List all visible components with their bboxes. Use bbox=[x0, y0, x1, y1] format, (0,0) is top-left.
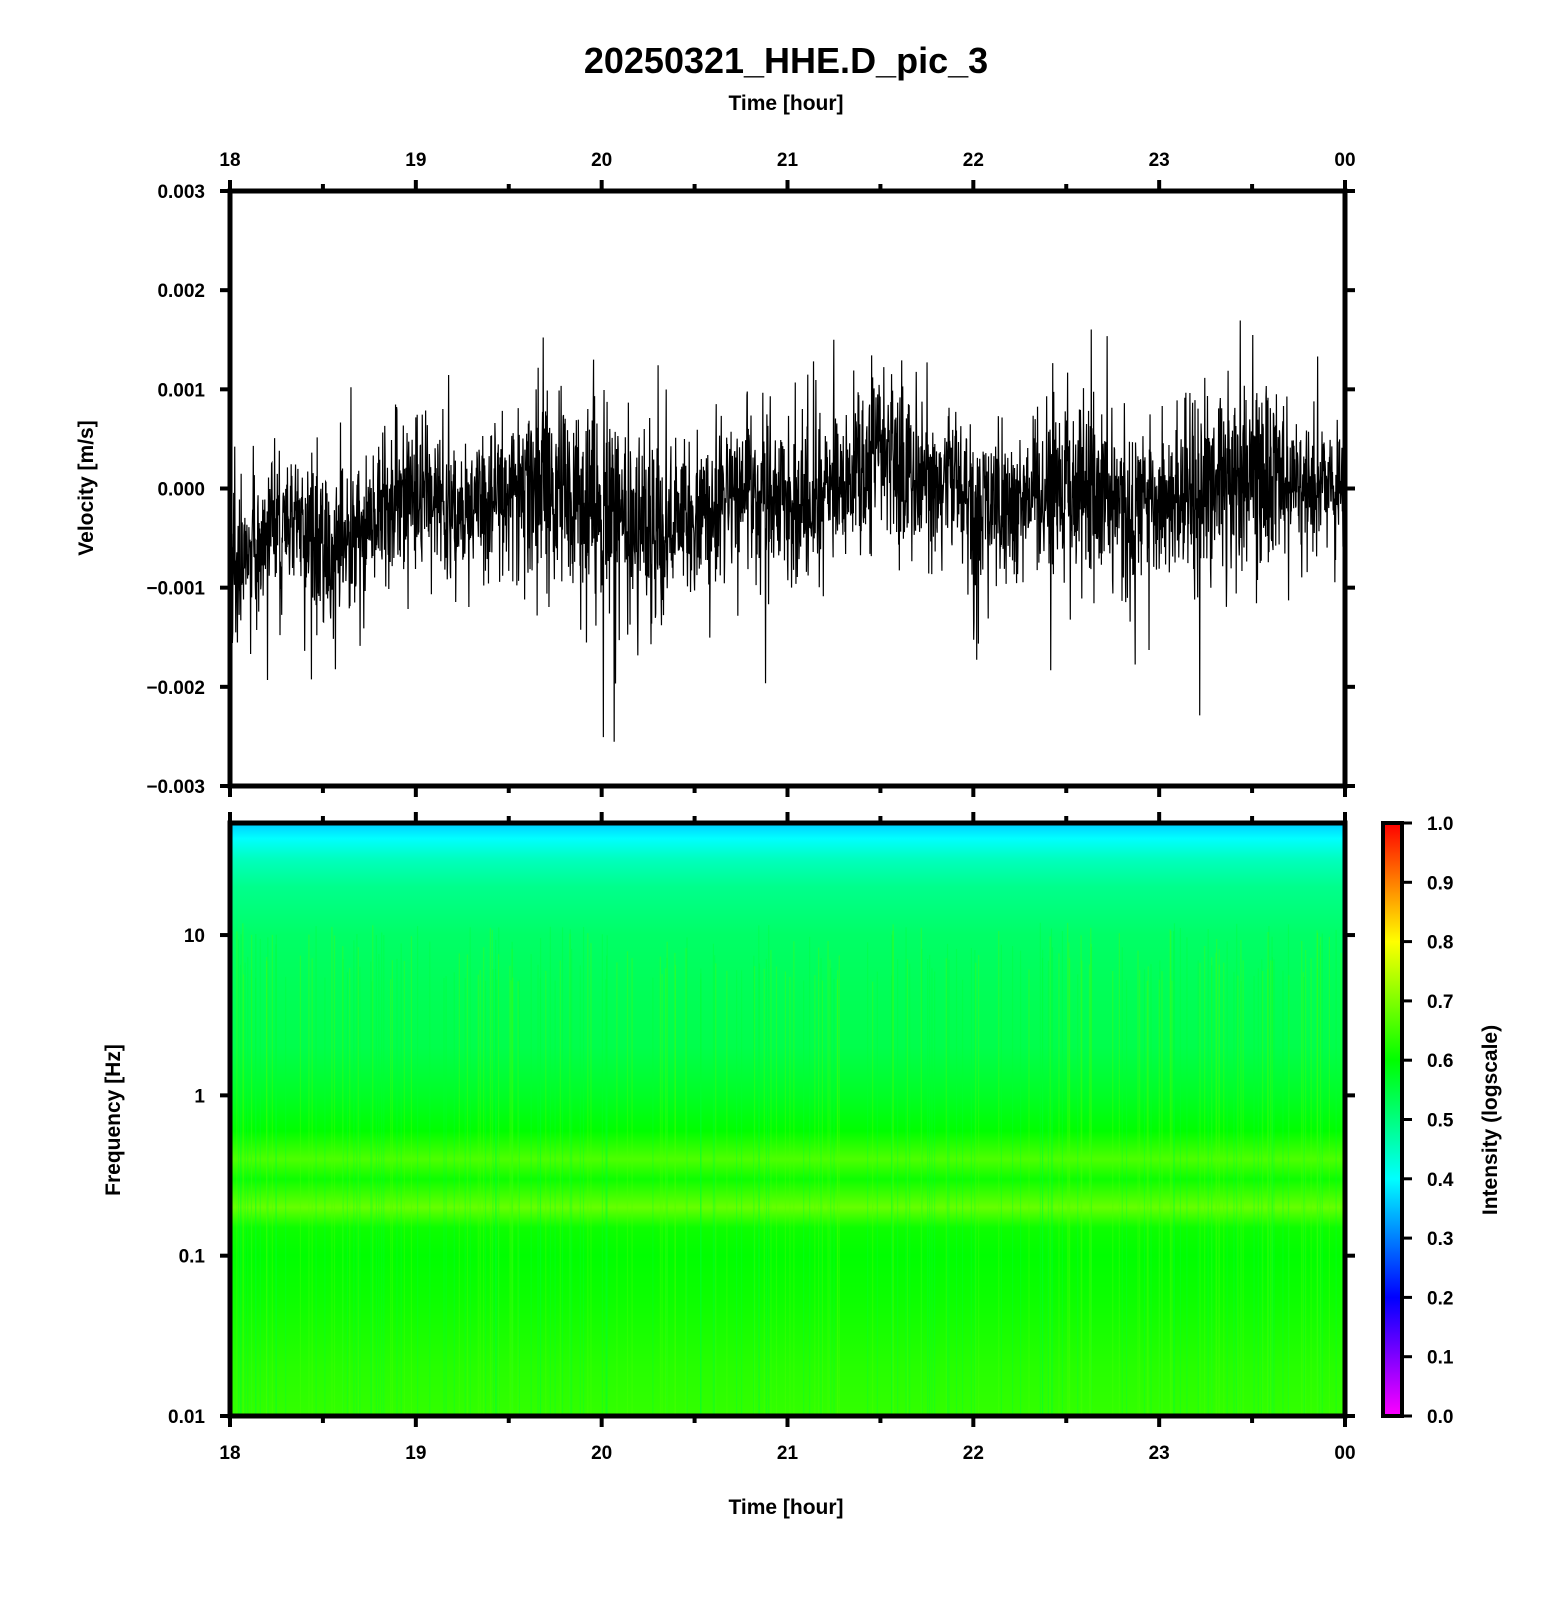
waveform-y-tick-label: 0.000 bbox=[157, 480, 205, 501]
spectrogram-bottom-x-tick-label: 18 bbox=[219, 1443, 240, 1464]
colorbar: 1.0 0.9 0.8 0.7 0.6 0.5 0.4 0.3 0.2 0.1 0.0 Intens… bbox=[1381, 814, 1502, 1428]
waveform-plot-area bbox=[230, 320, 1345, 742]
waveform-y-tick-label: −0.001 bbox=[146, 579, 205, 600]
waveform-series-line bbox=[230, 320, 1345, 742]
colorbar-tick-label: 0.5 bbox=[1427, 1111, 1454, 1132]
spectrogram-y-tick-label: 0.1 bbox=[179, 1247, 206, 1268]
waveform-top-x-tick-label: 00 bbox=[1334, 150, 1355, 171]
waveform-y-tick-label: 0.001 bbox=[157, 380, 205, 401]
spectrogram-plot-area bbox=[230, 823, 1345, 1416]
bottom-x-axis-label: Time [hour] bbox=[728, 1496, 843, 1519]
waveform-frame bbox=[227, 188, 1348, 789]
colorbar-tick-label: 0.2 bbox=[1427, 1288, 1453, 1309]
waveform-y-tick-label: 0.003 bbox=[157, 182, 205, 203]
waveform-top-x-ticks: 18 19 20 21 22 23 00 bbox=[219, 150, 1356, 191]
spectrogram-bottom-x-tick-label: 23 bbox=[1149, 1443, 1170, 1464]
colorbar-gradient bbox=[1381, 821, 1404, 1418]
colorbar-tick-label: 1.0 bbox=[1427, 814, 1453, 835]
colorbar-tick-label: 0.4 bbox=[1427, 1170, 1454, 1191]
spectrogram-bottom-x-ticks: 18 19 20 21 22 23 00 bbox=[219, 1416, 1356, 1464]
waveform-y-tick-label: −0.003 bbox=[146, 777, 205, 798]
colorbar-label: Intensity (logscale) bbox=[1479, 1025, 1502, 1215]
spectrogram-heatmap bbox=[230, 823, 1345, 1416]
colorbar-tick-label: 0.9 bbox=[1427, 873, 1453, 894]
colorbar-tick-label: 0.6 bbox=[1427, 1051, 1453, 1072]
spectrogram-bottom-x-tick-label: 22 bbox=[963, 1443, 984, 1464]
spectrogram-y-axis-label: Frequency [Hz] bbox=[102, 1044, 125, 1196]
spectrogram-y-tick-label: 1 bbox=[194, 1086, 205, 1107]
spectrogram-bottom-x-tick-label: 00 bbox=[1334, 1443, 1355, 1464]
waveform-top-x-tick-label: 19 bbox=[405, 150, 426, 171]
spectrogram-panel: 18 19 20 21 22 23 00 10 1 0.1 0.01 Frequency [Hz]… bbox=[102, 812, 1356, 1519]
colorbar-tick-label: 0.0 bbox=[1427, 1407, 1453, 1428]
waveform-panel: 18 19 20 21 22 23 00 0.003 0.002 0.001 0.000 −0.00… bbox=[75, 150, 1356, 798]
spectrogram-bottom-x-tick-label: 20 bbox=[591, 1443, 612, 1464]
waveform-top-x-tick-label: 18 bbox=[219, 150, 240, 171]
spectrogram-frame bbox=[227, 820, 1348, 1419]
colorbar-tick-label: 0.8 bbox=[1427, 933, 1453, 954]
top-x-axis-label: Time [hour] bbox=[728, 92, 843, 115]
colorbar-tick-label: 0.3 bbox=[1427, 1229, 1453, 1250]
waveform-top-x-tick-label: 21 bbox=[777, 150, 799, 171]
spectrogram-y-tick-label: 0.01 bbox=[168, 1407, 205, 1428]
colorbar-tick-label: 0.7 bbox=[1427, 992, 1453, 1013]
waveform-y-tick-label: 0.002 bbox=[157, 281, 205, 302]
colorbar-ticks: 1.0 0.9 0.8 0.7 0.6 0.5 0.4 0.3 0.2 0.1 0.0 bbox=[1402, 814, 1454, 1428]
spectrogram-bottom-x-tick-label: 21 bbox=[777, 1443, 799, 1464]
waveform-top-x-tick-label: 23 bbox=[1149, 150, 1170, 171]
waveform-y-axis-label: Velocity [m/s] bbox=[75, 420, 98, 555]
spectrogram-bottom-x-tick-label: 19 bbox=[405, 1443, 426, 1464]
colorbar-tick-label: 0.1 bbox=[1427, 1348, 1454, 1369]
waveform-top-x-tick-label: 22 bbox=[963, 150, 984, 171]
figure-title: 20250321_HHE.D_pic_3 bbox=[584, 40, 988, 81]
waveform-y-tick-label: −0.002 bbox=[146, 678, 205, 699]
spectrogram-y-tick-label: 10 bbox=[184, 926, 205, 947]
waveform-top-x-tick-label: 20 bbox=[591, 150, 612, 171]
